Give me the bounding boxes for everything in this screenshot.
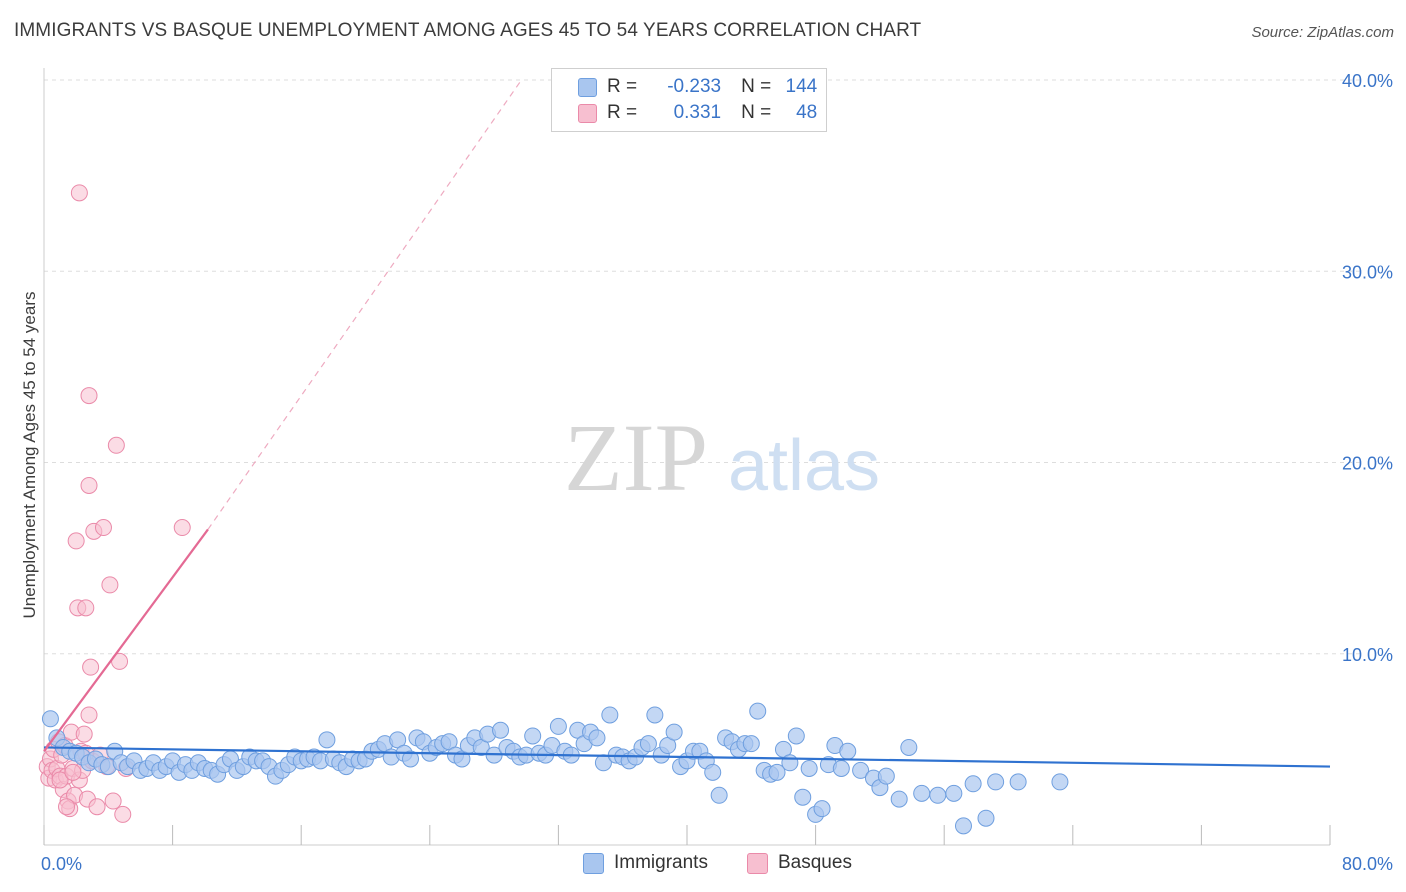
immigrants-point xyxy=(987,773,1005,791)
immigrants-point xyxy=(742,735,760,753)
immigrants-point xyxy=(768,763,786,781)
immigrants-point xyxy=(41,710,59,728)
immigrants-point xyxy=(601,706,619,724)
series-legend: Immigrants Basques xyxy=(0,852,1406,878)
immigrants-point xyxy=(524,727,542,745)
immigrants-point xyxy=(890,790,908,808)
immigrants-point xyxy=(665,723,683,741)
basques-trend-extension xyxy=(207,79,522,530)
trend-lines xyxy=(43,79,1331,768)
basques-point xyxy=(77,599,95,617)
immigrants-point xyxy=(913,784,931,802)
basques-point xyxy=(82,658,100,676)
immigrants-point xyxy=(900,738,918,756)
basques-point xyxy=(107,436,125,454)
immigrants-n-label: N = xyxy=(741,76,772,97)
y-tick-label: 40.0% xyxy=(1342,71,1393,91)
basques-point xyxy=(104,792,122,810)
immigrants-trend-line xyxy=(43,746,1331,768)
x-tick-label-min: 0.0% xyxy=(41,854,82,874)
immigrants-points xyxy=(41,702,1069,835)
basques-trend-line xyxy=(43,528,209,752)
basques-point xyxy=(75,725,93,743)
basques-point xyxy=(101,576,119,594)
basques-r-value: 0.331 xyxy=(673,102,722,123)
immigrants-point xyxy=(839,742,857,760)
basques-legend-swatch xyxy=(747,852,768,874)
watermark: ZIP atlas xyxy=(564,404,880,511)
immigrants-point xyxy=(710,786,728,804)
axes xyxy=(43,68,1331,846)
basques-point xyxy=(94,519,112,537)
immigrants-point xyxy=(877,767,895,785)
immigrants-point xyxy=(794,788,812,806)
immigrants-point xyxy=(1051,773,1069,791)
basques-point xyxy=(58,798,76,816)
basques-n-value: 48 xyxy=(796,102,818,123)
immigrants-point xyxy=(832,760,850,777)
immigrants-point xyxy=(492,721,510,739)
immigrants-point xyxy=(549,717,567,735)
legend-item-immigrants[interactable]: Immigrants xyxy=(583,852,708,874)
watermark-zip: ZIP xyxy=(564,404,708,511)
legend-row-immigrants: R = -0.233 N = 144 xyxy=(578,75,817,99)
basques-legend-label: Basques xyxy=(778,852,852,873)
basques-point xyxy=(80,387,98,405)
basques-point xyxy=(114,805,132,823)
immigrants-point xyxy=(813,800,831,818)
legend-row-basques: R = 0.331 N = 48 xyxy=(578,101,817,125)
basques-n-label: N = xyxy=(741,102,772,123)
basques-point xyxy=(173,519,191,537)
basques-point xyxy=(80,706,98,724)
immigrants-point xyxy=(954,817,972,835)
tick-labels: 10.0% 20.0% 30.0% 40.0% 0.0% 80.0% xyxy=(41,71,1393,874)
immigrants-point xyxy=(781,754,799,772)
basques-point xyxy=(70,184,88,202)
basques-swatch xyxy=(578,103,597,123)
immigrants-point xyxy=(318,731,336,749)
immigrants-r-label: R = xyxy=(607,76,638,97)
immigrants-point xyxy=(646,706,664,724)
legend-item-basques[interactable]: Basques xyxy=(747,852,852,874)
y-tick-label: 30.0% xyxy=(1342,262,1393,282)
immigrants-swatch xyxy=(578,77,597,97)
y-tick-label: 10.0% xyxy=(1342,645,1393,665)
immigrants-point xyxy=(588,729,606,747)
immigrants-r-value: -0.233 xyxy=(667,76,722,97)
immigrants-legend-swatch xyxy=(583,852,604,874)
immigrants-point xyxy=(639,735,657,753)
y-tick-label: 20.0% xyxy=(1342,454,1393,474)
immigrants-point xyxy=(945,784,963,802)
basques-point xyxy=(51,771,69,789)
immigrants-point xyxy=(1009,773,1027,791)
immigrants-point xyxy=(800,760,818,777)
immigrants-legend-label: Immigrants xyxy=(614,852,708,873)
immigrants-point xyxy=(787,727,805,745)
x-tick-label-max: 80.0% xyxy=(1342,854,1393,874)
basques-point xyxy=(80,476,98,494)
basques-point xyxy=(67,532,85,550)
source-label: Source: ZipAtlas.com xyxy=(1251,24,1394,41)
basques-r-label: R = xyxy=(607,102,638,123)
immigrants-point xyxy=(749,702,767,720)
basques-point xyxy=(64,763,82,781)
chart-title: IMMIGRANTS VS BASQUE UNEMPLOYMENT AMONG … xyxy=(14,20,922,41)
watermark-atlas: atlas xyxy=(728,426,880,506)
grid-lines xyxy=(44,79,1362,655)
immigrants-n-value: 144 xyxy=(785,76,818,97)
immigrants-point xyxy=(402,750,420,768)
immigrants-point xyxy=(929,786,947,804)
correlation-legend: R = -0.233 N = 144 R = 0.331 N = 48 xyxy=(551,68,827,132)
immigrants-point xyxy=(704,763,722,781)
immigrants-point xyxy=(964,775,982,793)
basques-point xyxy=(88,798,106,816)
immigrants-point xyxy=(977,809,995,827)
immigrants-point xyxy=(852,761,870,779)
